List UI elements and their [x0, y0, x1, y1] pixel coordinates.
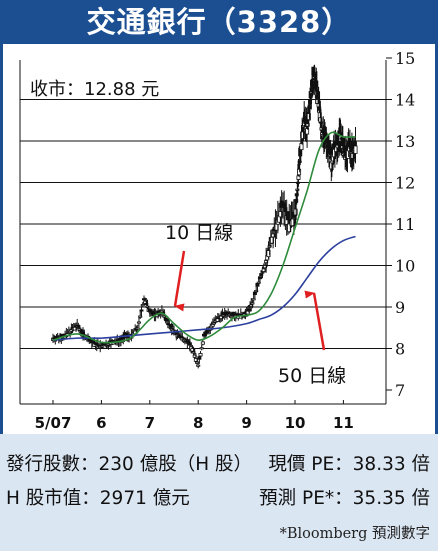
- price-candles: [51, 64, 358, 369]
- x-tick-label: 8: [193, 414, 203, 432]
- price-candle: [299, 143, 304, 151]
- price-candle: [294, 199, 299, 203]
- ma10-arrow: [173, 250, 186, 312]
- x-tick-label: 11: [333, 414, 354, 432]
- price-candle: [295, 188, 300, 191]
- ma50-annotation: 50 日線: [278, 365, 346, 387]
- issued-shares: 發行股數：230 億股（H 股）: [6, 454, 252, 475]
- y-tick-label: 13: [395, 132, 415, 151]
- price-candle: [300, 131, 305, 139]
- x-tick-label: 9: [241, 414, 251, 432]
- price-candle: [307, 105, 312, 110]
- price-candle: [139, 309, 144, 312]
- x-tick-label: 7: [145, 414, 155, 432]
- price-candle: [200, 341, 205, 345]
- price-candle: [252, 291, 257, 295]
- price-candle: [251, 298, 256, 301]
- price-candle: [135, 327, 140, 330]
- price-candle: [346, 149, 351, 159]
- price-candle: [140, 304, 145, 307]
- ma10-annotation: 10 日線: [165, 222, 233, 244]
- y-tick-label: 15: [395, 49, 415, 68]
- ma50-line: [52, 235, 356, 341]
- forecast-pe: 預測 PE*：35.35 倍: [259, 488, 430, 509]
- y-tick-labels: 7 8 9 10 11 12 13 14 15: [395, 49, 415, 400]
- stock-info-footer: 發行股數：230 億股（H 股） 現價 PE：38.33 倍 H 股市值：297…: [0, 434, 438, 551]
- price-candle: [297, 160, 302, 163]
- annotations: 10 日線 50 日線: [165, 222, 346, 387]
- x-tick-label: 6: [96, 414, 106, 432]
- y-tick-label: 14: [395, 91, 415, 110]
- price-candle: [295, 181, 300, 184]
- price-candle: [296, 175, 301, 180]
- price-candle: [195, 361, 200, 364]
- close-price-label: 收市：12.88 元: [30, 79, 159, 100]
- x-tick-label: 5/07: [35, 414, 72, 432]
- current-pe: 現價 PE：38.33 倍: [268, 454, 430, 475]
- chart-panel: 7 8 9 10 11 12 13 14 15 5/07 6 7 8 9 10 11 收市：12.88 元 …: [0, 44, 438, 434]
- y-tick-label: 10: [395, 257, 415, 276]
- price-candle: [136, 321, 141, 324]
- ma10-line: [52, 131, 356, 344]
- price-candle: [305, 123, 310, 127]
- price-candle: [316, 91, 321, 100]
- h-share-market-cap: H 股市值：2971 億元: [6, 488, 190, 509]
- price-candle: [210, 324, 215, 327]
- price-candle: [293, 208, 298, 216]
- chart-title: 交通銀行（3328）: [86, 5, 352, 39]
- price-candle: [198, 353, 203, 357]
- gridlines: [20, 57, 392, 391]
- y-tick-label: 12: [395, 174, 415, 193]
- price-candle: [297, 168, 302, 176]
- x-tick-label: 10: [285, 414, 306, 432]
- y-tick-label: 7: [395, 381, 405, 400]
- price-candle: [353, 145, 358, 154]
- price-candle: [305, 128, 310, 135]
- y-tick-label: 8: [395, 340, 405, 359]
- price-candle: [199, 347, 204, 350]
- x-tick-labels: 5/07 6 7 8 9 10 11: [35, 400, 354, 432]
- price-candle: [250, 302, 255, 305]
- ma50-arrow: [304, 290, 326, 351]
- price-candle: [197, 356, 202, 360]
- price-candle: [196, 364, 201, 367]
- price-candle: [318, 121, 323, 124]
- footnote: *Bloomberg 預測數字: [279, 526, 430, 542]
- y-tick-label: 11: [395, 215, 415, 234]
- y-tick-label: 9: [395, 298, 405, 317]
- price-candle: [314, 80, 319, 88]
- title-bar: 交通銀行（3328）: [0, 0, 438, 44]
